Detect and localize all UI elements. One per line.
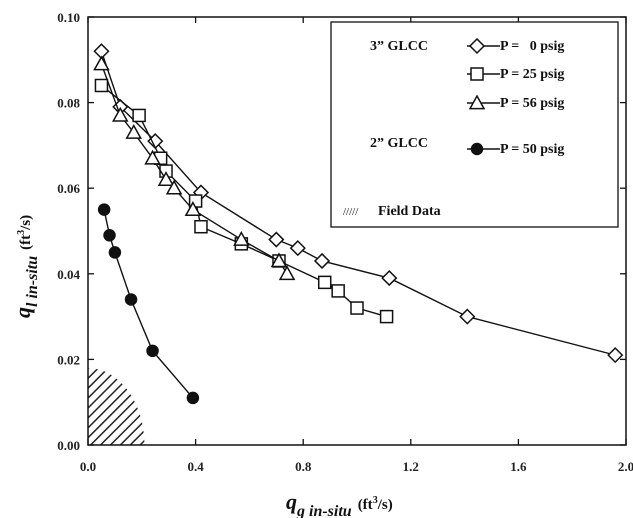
x-tick-label: 0.8 [295,459,312,474]
data-point-triangle [112,106,129,122]
x-axis-label: qg in-situ (ft3/s) [286,489,393,518]
data-point-diamond [607,347,624,364]
series-diamond [93,43,624,364]
series-line [100,63,288,275]
legend-marker-square [470,67,484,81]
data-point-triangle [125,124,143,139]
data-point-square [194,219,208,234]
legend-label: P = 50 psig [500,142,564,157]
legend-marker-circle [470,142,484,156]
series-circle [97,203,200,405]
legend-entry: P = 0 psig [467,37,564,55]
data-point-circle [146,344,159,358]
y-axis-unit-tail: /s) [18,215,34,231]
y-axis-label: ql in-situ (ft3/s) [10,215,41,318]
legend-field-swatch: ///// [342,206,359,218]
legend-group-3in: 3” GLCC [370,39,428,54]
data-point-square [379,309,394,324]
legend-label: P = 56 psig [500,96,564,111]
data-point-diamond [268,231,285,248]
data-point-triangle [233,231,250,246]
x-axis-subscript: g in-situ [296,503,352,518]
legend-marker-triangle [468,94,486,110]
x-tick-label: 1.6 [510,459,527,474]
x-tick-label: 1.2 [403,459,419,474]
data-point-triangle [184,201,202,216]
y-tick-label: 0.08 [57,96,80,111]
y-tick-label: 0.04 [57,267,80,282]
legend-marker-diamond [468,37,486,55]
data-point-triangle [144,149,161,165]
legend-entry: P = 25 psig [467,67,564,82]
series-line [103,209,194,399]
data-point-circle [108,246,122,259]
data-point-triangle [93,55,110,71]
data-point-diamond [459,308,476,325]
data-point-circle [97,203,111,216]
legend: 3” GLCC 2” GLCC P = 0 psig P = 25 psig P =… [330,21,619,228]
data-point-triangle [270,252,288,268]
data-point-square [331,284,345,298]
series-line [100,51,616,356]
data-point-triangle [157,171,175,186]
plot-frame [87,16,627,446]
series-triangle [93,55,296,281]
legend-field-label: Field Data [378,204,441,219]
y-axis-unit: (ft [18,235,34,250]
y-tick-label: 0.00 [57,438,80,453]
data-point-diamond [289,240,306,257]
data-point-square [350,301,364,315]
x-axis-symbol: q [286,489,297,514]
x-tick-label: 0.0 [80,459,96,474]
legend-entry: P = 56 psig [467,94,564,111]
data-point-square [317,275,332,290]
legend-label: P = 0 psig [500,39,564,54]
x-axis-unit-tail: /s) [377,497,393,513]
y-axis-unit-sup: 3 [16,230,27,235]
legend-group-2in: 2” GLCC [370,136,428,151]
legend-label: P = 25 psig [500,67,564,82]
y-axis-subscript: l in-situ [24,256,41,307]
y-tick-label: 0.06 [57,181,80,196]
x-tick-label: 0.4 [187,459,204,474]
data-point-triangle [278,265,296,281]
x-axis-unit-sup: 3 [373,495,378,506]
data-point-diamond [381,270,398,287]
x-axis-unit: (ft [358,497,373,513]
x-tick-label: 2.0 [618,459,633,474]
data-point-circle [186,391,200,405]
legend-entry: P = 50 psig [467,142,564,157]
data-point-square [94,78,109,93]
y-tick-label: 0.02 [57,352,80,367]
y-axis-symbol: q [10,307,35,318]
data-point-triangle [165,179,183,195]
data-point-diamond [313,252,331,270]
data-point-square [132,108,146,123]
y-tick-label: 0.10 [57,10,80,25]
data-point-circle [124,293,138,306]
legend-frame [330,21,619,228]
data-point-circle [103,229,116,242]
field-data-region [88,367,145,445]
